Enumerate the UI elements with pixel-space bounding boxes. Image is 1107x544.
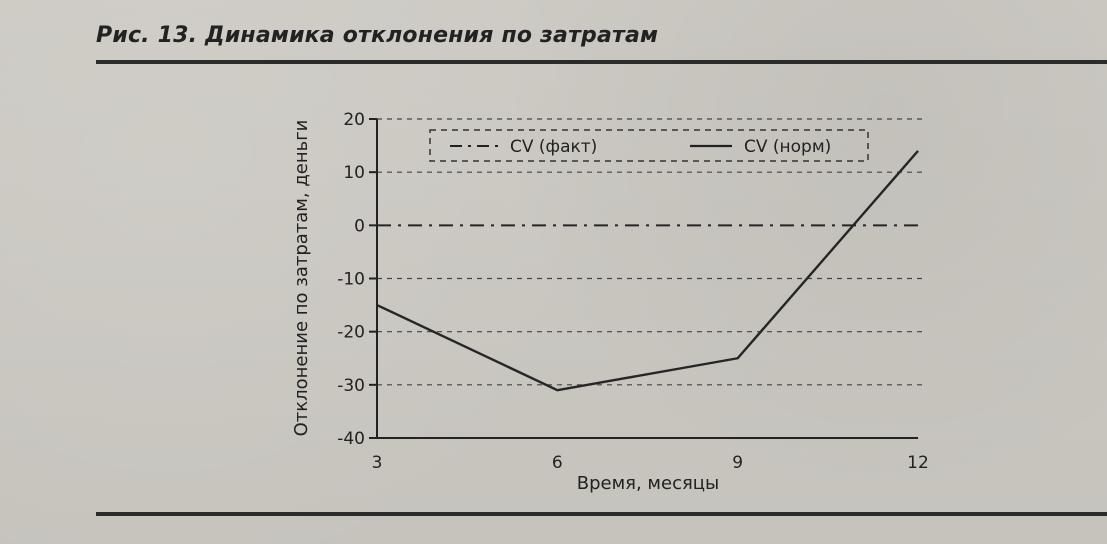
legend-label-fact: CV (факт) bbox=[510, 137, 597, 157]
y-tick-label: -30 bbox=[337, 376, 365, 396]
y-tick-labels: 20 10 0 -10 -20 -30 -40 bbox=[337, 110, 377, 449]
y-tick-label: 20 bbox=[343, 110, 365, 130]
x-tick-label: 12 bbox=[907, 453, 929, 473]
bottom-rule bbox=[96, 512, 1107, 516]
y-tick-label: 10 bbox=[343, 163, 365, 183]
x-tick-label: 3 bbox=[372, 453, 383, 473]
grid-layer bbox=[377, 118, 924, 386]
legend-label-norm: CV (норм) bbox=[744, 137, 831, 157]
y-tick-label: -10 bbox=[337, 270, 365, 290]
legend-frame bbox=[429, 129, 869, 162]
y-tick-label: -20 bbox=[337, 323, 365, 343]
x-tick-label: 9 bbox=[732, 453, 743, 473]
figure-title: Рис. 13. Динамика отклонения по затратам bbox=[96, 23, 659, 48]
top-rule bbox=[96, 60, 1107, 64]
y-axis-label: Отклонение по затратам, деньги bbox=[291, 120, 312, 437]
series-line-cv-norm bbox=[376, 150, 919, 392]
y-tick-label: 0 bbox=[354, 216, 365, 236]
x-tick-label: 6 bbox=[552, 453, 563, 473]
x-tick-labels: 3 6 9 12 bbox=[372, 453, 929, 473]
legend-box: CV (факт) CV (норм) bbox=[429, 129, 869, 162]
x-axis-label: Время, месяцы bbox=[577, 473, 720, 494]
y-tick-label: -40 bbox=[337, 429, 365, 449]
series-layer bbox=[376, 150, 919, 392]
